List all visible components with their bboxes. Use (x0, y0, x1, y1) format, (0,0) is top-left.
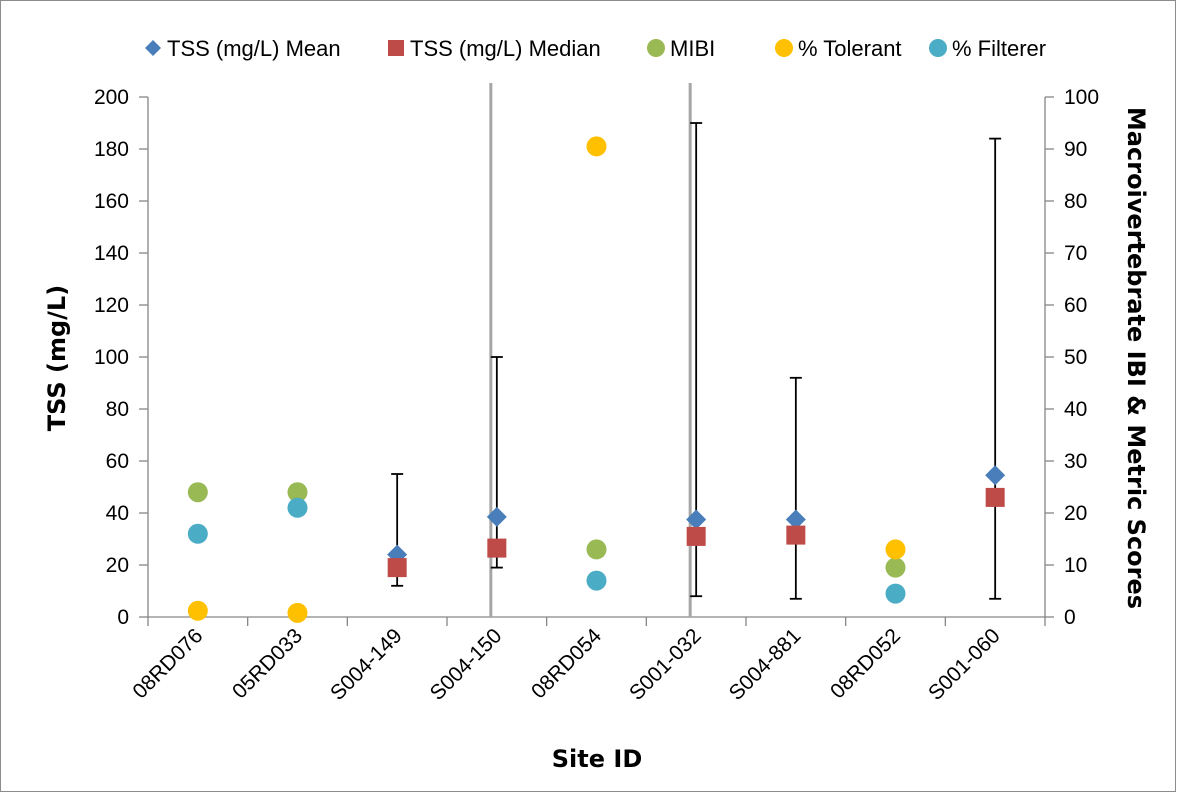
x-tick-label: S004-149 (326, 624, 407, 705)
y2-tick-label: 0 (1064, 606, 1076, 629)
x-tick-label: 08RD054 (527, 624, 606, 703)
y2-tick-label: 80 (1064, 190, 1087, 213)
legend-filterer-marker (929, 39, 947, 57)
y-tick-label: 120 (94, 294, 129, 317)
data-points (187, 136, 1006, 623)
axes: 0 20 40 60 80 100 120 140 160 180 200 0 10 20 30 40 50 60… (94, 83, 1099, 705)
legend-tolerant-marker (775, 39, 793, 57)
x-tick-label: 08RD076 (128, 624, 207, 703)
legend-filterer-label: % Filterer (952, 36, 1046, 61)
tss-mg-l-median-point (387, 558, 407, 578)
y-tick-label: 80 (106, 398, 129, 421)
y2-tick-label: 40 (1064, 398, 1087, 421)
legend-tss-mg-l-mean-label: TSS (mg/L) Mean (167, 36, 341, 61)
mibi-point (187, 482, 208, 503)
legend-tolerant-label: % Tolerant (798, 36, 902, 61)
tss-mg-l-mean-point (686, 509, 707, 530)
tolerant-point (885, 539, 906, 560)
x-tick-label: S004-881 (725, 624, 806, 705)
y-tick-label: 0 (117, 606, 129, 629)
legend-mibi-marker (647, 39, 665, 57)
tss-mg-l-median-point (487, 538, 507, 558)
y-tick-label: 60 (106, 450, 129, 473)
y-tick-label: 40 (106, 502, 129, 525)
y-tick-label: 180 (94, 138, 129, 161)
y2-tick-label: 70 (1064, 242, 1087, 265)
y-axis-title: TSS (mg/L) (43, 285, 71, 431)
tss-mg-l-mean-point (785, 509, 806, 530)
x-tick-label: 08RD052 (826, 624, 905, 703)
tss-mg-l-median-point (786, 525, 806, 545)
tolerant-point (287, 602, 308, 623)
y-tick-label: 140 (94, 242, 129, 265)
y2-axis-title: Macroivertebrate IBI & Metric Scores (1122, 107, 1150, 609)
legend-tss-mg-l-median-label: TSS (mg/L) Median (410, 36, 601, 61)
y2-tick-label: 20 (1064, 502, 1087, 525)
y-tick-label: 200 (94, 86, 129, 109)
legend-tss-mg-l-mean-marker (145, 40, 161, 56)
filterer-point (586, 570, 607, 591)
y-tick-label: 160 (94, 190, 129, 213)
x-tick-label: 05RD033 (228, 624, 307, 703)
legend-tss-mg-l-median-marker (388, 40, 404, 56)
mibi-point (586, 539, 607, 560)
x-tick-label: S001-032 (625, 624, 706, 705)
y2-tick-label: 60 (1064, 294, 1087, 317)
mibi-point (885, 557, 906, 578)
y2-tick-label: 50 (1064, 346, 1087, 369)
y2-tick-label: 100 (1064, 86, 1099, 109)
y2-tick-label: 10 (1064, 554, 1087, 577)
legend-mibi-label: MIBI (670, 36, 715, 61)
tss-mg-l-median-point (686, 526, 706, 546)
filterer-point (885, 583, 906, 604)
mibi-point (287, 482, 308, 503)
x-axis-title: Site ID (552, 745, 642, 773)
filterer-point (187, 523, 208, 544)
x-tick-label: S004-150 (426, 624, 507, 705)
y2-tick-label: 30 (1064, 450, 1087, 473)
tss-mg-l-median-point (985, 487, 1005, 507)
tolerant-point (187, 600, 208, 621)
y-tick-label: 100 (94, 346, 129, 369)
legend: TSS (mg/L) Mean TSS (mg/L) Median MIBI % To… (145, 36, 1046, 61)
tss-mg-l-mean-point (486, 506, 507, 527)
filterer-point (287, 497, 308, 518)
tolerant-point (586, 136, 607, 157)
y-tick-label: 20 (106, 554, 129, 577)
tss-mg-l-mean-point (985, 465, 1006, 486)
x-tick-label: S001-060 (924, 624, 1005, 705)
y2-tick-label: 90 (1064, 138, 1087, 161)
